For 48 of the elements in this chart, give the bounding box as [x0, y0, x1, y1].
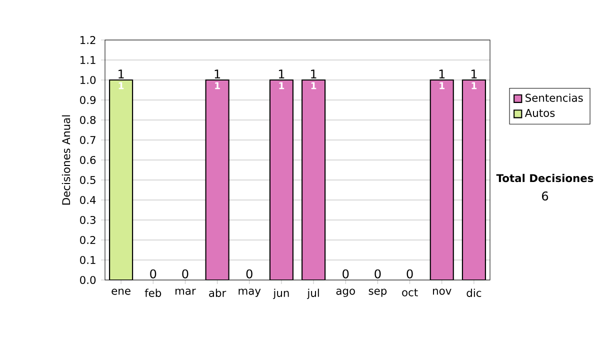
total-label: 1 — [439, 70, 445, 78]
x-tick-label: ene — [112, 288, 130, 295]
data-label: 1 — [279, 82, 284, 90]
text: 6 — [542, 191, 548, 201]
x-tick-label: jun — [273, 288, 289, 300]
y-tick-label: 0.5 — [80, 176, 96, 184]
x-tick-label: ago — [336, 288, 355, 297]
total-label: 0 — [246, 269, 252, 278]
total-label: 0 — [374, 269, 381, 278]
x-tick-label: oct — [402, 288, 418, 296]
x-tick-label: jul — [307, 288, 319, 300]
y-tick-label: 1.0 — [80, 76, 96, 84]
y-tick-label: 0.2 — [80, 236, 96, 244]
x-tick-label: feb — [144, 288, 162, 297]
total-label: 1 — [471, 70, 477, 78]
x-tick-label: abr — [209, 288, 226, 297]
x-tick-label: may — [238, 288, 261, 297]
total-label: 0 — [182, 269, 188, 278]
y-tick-label: 0.3 — [80, 216, 96, 224]
y-tick-label: 0.7 — [80, 136, 96, 144]
data-label: 1 — [118, 82, 124, 90]
y-tick-label: 0.8 — [80, 116, 96, 124]
data-label: 1 — [472, 82, 477, 90]
y-axis-title: Decisiones Anual — [62, 115, 70, 205]
total-label: 1 — [118, 70, 124, 78]
data-label: 1 — [440, 82, 444, 90]
y-tick-label: 0.1 — [80, 256, 96, 264]
total-label: 0 — [406, 269, 413, 278]
text: Total Decisiones — [496, 174, 594, 182]
data-label: 1 — [215, 82, 220, 90]
total-label: 0 — [150, 269, 156, 278]
legend-label: Sentencias — [526, 94, 583, 102]
total-label: 1 — [214, 70, 220, 78]
total-label: 1 — [311, 70, 316, 78]
y-tick-label: 1.2 — [80, 36, 96, 44]
x-tick-label: dic — [466, 288, 482, 297]
y-tick-label: 0.9 — [80, 96, 96, 104]
y-tick-label: 0.0 — [80, 276, 96, 284]
x-tick-label: nov — [433, 288, 452, 295]
legend-label: Autos — [524, 109, 555, 117]
x-tick-label: mar — [176, 288, 196, 295]
y-tick-label: 0.4 — [80, 196, 96, 204]
y-tick-label: 0.6 — [80, 156, 96, 164]
y-tick-label: 1.1 — [80, 56, 96, 64]
total-label: 0 — [342, 269, 349, 278]
data-label: 1 — [311, 82, 316, 90]
x-tick-label: sep — [368, 288, 387, 297]
total-label: 1 — [278, 70, 284, 78]
